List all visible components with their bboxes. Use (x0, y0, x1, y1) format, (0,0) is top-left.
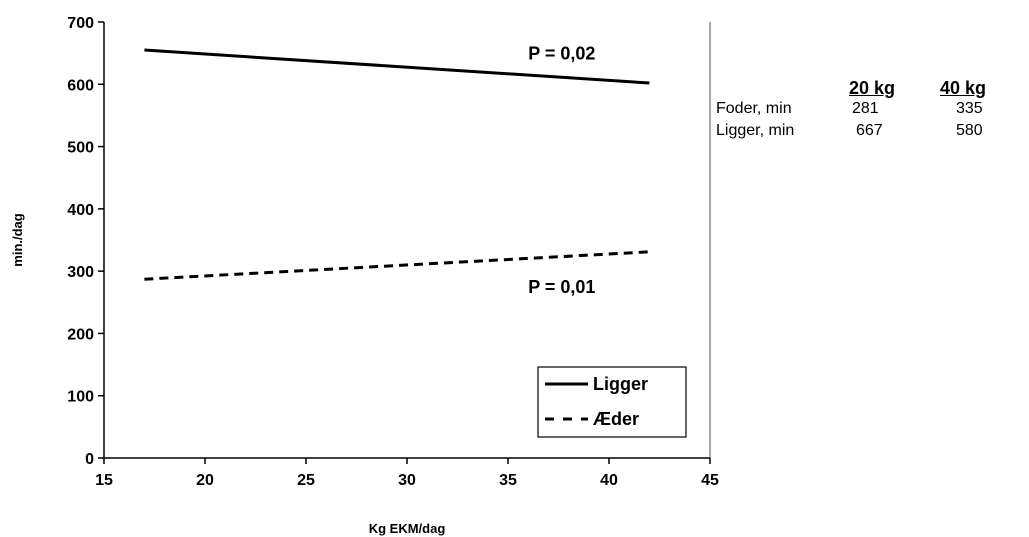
row-label: Foder, min (716, 100, 792, 117)
p-value-annotation: P = 0,02 (528, 43, 595, 63)
x-tick-label: 20 (196, 472, 214, 489)
x-tick-label: 30 (398, 472, 416, 489)
row-label: Ligger, min (716, 122, 795, 139)
p-value-annotation: P = 0,01 (528, 277, 595, 297)
table-cell: 335 (956, 100, 983, 117)
y-tick-label: 600 (67, 77, 94, 94)
y-tick-label: 100 (67, 389, 94, 406)
legend-box (537, 366, 687, 438)
y-tick-label: 400 (67, 202, 94, 219)
x-tick-label: 40 (600, 472, 618, 489)
legend-label: Ligger (593, 374, 648, 394)
x-tick-label: 15 (95, 472, 113, 489)
y-tick-label: 500 (67, 140, 94, 157)
y-tick-label: 700 (67, 15, 94, 32)
table-cell: 667 (856, 122, 883, 139)
y-tick-label: 0 (85, 451, 94, 468)
x-tick-label: 25 (297, 472, 315, 489)
chart-legend: Ligger Æder (537, 366, 687, 438)
x-tick-label: 45 (701, 472, 719, 489)
table-cell: 281 (852, 100, 879, 117)
series-line-ligger (144, 48, 650, 85)
chart-axes: 0 100 200 300 400 500 600 700 15 20 25 30 35 40 45 Kg E… (10, 15, 719, 536)
series-line-aeder (144, 250, 650, 281)
x-tick-label: 35 (499, 472, 517, 489)
y-tick-label: 200 (67, 326, 94, 343)
y-tick-label: 300 (67, 264, 94, 281)
table-cell: 580 (956, 122, 983, 139)
chart-series (144, 48, 650, 281)
column-header-20kg: 20 kg (849, 78, 896, 98)
x-axis-title: Kg EKM/dag (369, 521, 446, 536)
chart-annotations: P = 0,02 P = 0,01 (528, 43, 595, 297)
y-axis-title: min./dag (10, 213, 25, 267)
column-header-40kg: 40 kg (940, 78, 987, 98)
legend-label: Æder (593, 409, 639, 429)
